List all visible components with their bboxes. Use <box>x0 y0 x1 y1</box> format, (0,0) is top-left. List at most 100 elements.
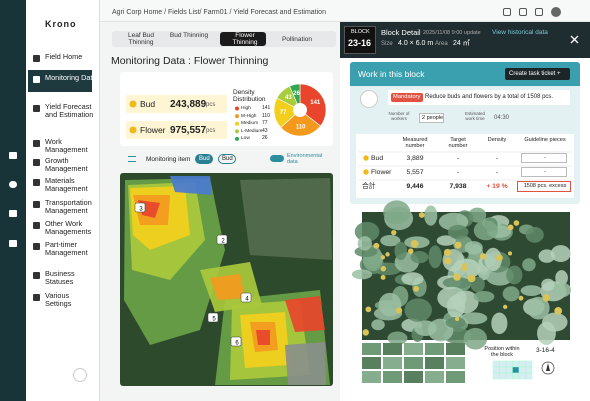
bud-count: 243,889 <box>170 99 207 110</box>
menu-item[interactable]: Part-timer Management <box>45 240 88 258</box>
map-zone <box>210 274 245 300</box>
map-zone <box>240 178 332 260</box>
leaf <box>436 235 456 246</box>
legend-swatch <box>235 136 239 141</box>
bud <box>479 253 487 260</box>
density-title: Density Distribution <box>233 89 266 104</box>
menu-icon[interactable] <box>33 272 40 279</box>
guideline-box <box>521 167 567 177</box>
legend-name: Low <box>241 136 250 142</box>
pie-label: 77 <box>280 110 287 116</box>
leaf <box>437 286 467 309</box>
menu-icon[interactable] <box>33 159 40 166</box>
bud <box>518 295 524 301</box>
item-button[interactable]: Bud <box>222 156 233 162</box>
menu-item[interactable]: Business Statuses <box>45 269 75 287</box>
position: 3-16-4 <box>536 347 555 354</box>
item-btn-active[interactable] <box>195 154 213 164</box>
map-marker-label: 6 <box>235 341 239 347</box>
field-map: 3 2 4 5 6 <box>120 173 333 386</box>
bud <box>395 307 403 314</box>
menu-item[interactable]: Monitoring Data <box>45 73 97 82</box>
breadcrumb[interactable]: Agri Corp Home / Fields List/ Farm01 / Y… <box>112 9 326 16</box>
avatar[interactable] <box>551 7 561 17</box>
menu-icon[interactable] <box>33 140 40 147</box>
item-button[interactable]: Bud <box>199 156 210 162</box>
legend-name: High <box>241 106 251 111</box>
position-cell <box>499 360 507 368</box>
filter-icon[interactable] <box>128 156 136 162</box>
bud <box>444 257 452 265</box>
table-cell: - <box>544 155 546 161</box>
menu-item[interactable]: Field Home <box>45 52 83 61</box>
bud <box>362 329 369 336</box>
position-cell <box>505 372 513 380</box>
leaf <box>410 251 429 264</box>
history-link[interactable]: View historical data <box>492 29 548 36</box>
pie-slice <box>299 83 327 127</box>
legend-swatch <box>235 121 239 126</box>
menu-icon[interactable] <box>33 105 40 112</box>
top-bar <box>100 0 590 22</box>
menu-item[interactable]: Materials Management <box>45 176 88 194</box>
menu-icon[interactable] <box>33 179 40 186</box>
thumbnail <box>425 357 444 369</box>
position-cell <box>505 366 513 374</box>
rail-icon[interactable] <box>9 152 17 159</box>
bud <box>507 224 514 231</box>
rail-icon[interactable] <box>9 210 17 217</box>
tab[interactable]: Flower Thinning <box>232 32 258 47</box>
menu-icon[interactable] <box>33 243 40 250</box>
menu-icon[interactable] <box>33 201 40 208</box>
menu-item[interactable]: Growth Management <box>45 156 88 174</box>
tab[interactable]: Pollination <box>282 36 312 43</box>
item-btn[interactable] <box>218 154 236 164</box>
menu-icon[interactable] <box>33 222 40 229</box>
row-icon <box>363 169 369 175</box>
table-cell: 合計 <box>362 183 376 190</box>
table-cell: 9,446 <box>406 183 424 190</box>
menu-item[interactable]: Various Settings <box>45 291 72 309</box>
leaf <box>555 270 568 286</box>
map-marker <box>134 202 146 213</box>
menu-item[interactable]: Yield Forecast and Estimation <box>45 102 94 120</box>
menu-item[interactable]: Work Management <box>45 137 88 155</box>
map-zone <box>285 342 326 385</box>
collapse-button[interactable] <box>73 368 87 382</box>
menu-item[interactable]: Other Work Managements <box>45 219 92 237</box>
leaf <box>378 292 402 317</box>
ticket-button[interactable] <box>505 68 570 80</box>
tab[interactable]: Bud Thinning <box>169 32 209 39</box>
thumbnail <box>446 343 465 355</box>
bud <box>391 229 397 236</box>
position-cell <box>512 372 520 380</box>
table-cell: + 19 % <box>486 183 508 190</box>
menu-icon[interactable] <box>33 294 40 301</box>
table-cell: - <box>456 169 460 176</box>
top-icon[interactable] <box>519 8 527 16</box>
leaf <box>527 296 550 320</box>
map-zone <box>170 176 212 195</box>
toggle[interactable] <box>270 155 284 162</box>
top-icon[interactable] <box>535 8 543 16</box>
position-cell <box>492 366 500 374</box>
menu-icon[interactable] <box>33 76 40 83</box>
tab[interactable]: Leaf Bud Thinning <box>127 32 155 47</box>
menu-active <box>28 70 92 92</box>
pie-label: 110 <box>296 125 306 131</box>
photo-next[interactable] <box>566 262 575 280</box>
top-icon[interactable] <box>503 8 511 16</box>
rail-icon[interactable] <box>9 181 17 188</box>
leaf <box>383 200 411 225</box>
rail-icon[interactable] <box>9 240 17 247</box>
menu-icon[interactable] <box>33 55 40 62</box>
sidebar <box>26 0 100 401</box>
thumbnail <box>404 371 423 383</box>
table-cell: - <box>495 169 499 176</box>
menu-item[interactable]: Transportation Management <box>45 198 92 216</box>
bud <box>373 242 380 249</box>
leaf <box>442 277 471 289</box>
ticket-button-label[interactable]: Create task ticket + <box>509 71 561 77</box>
bud <box>365 306 372 313</box>
